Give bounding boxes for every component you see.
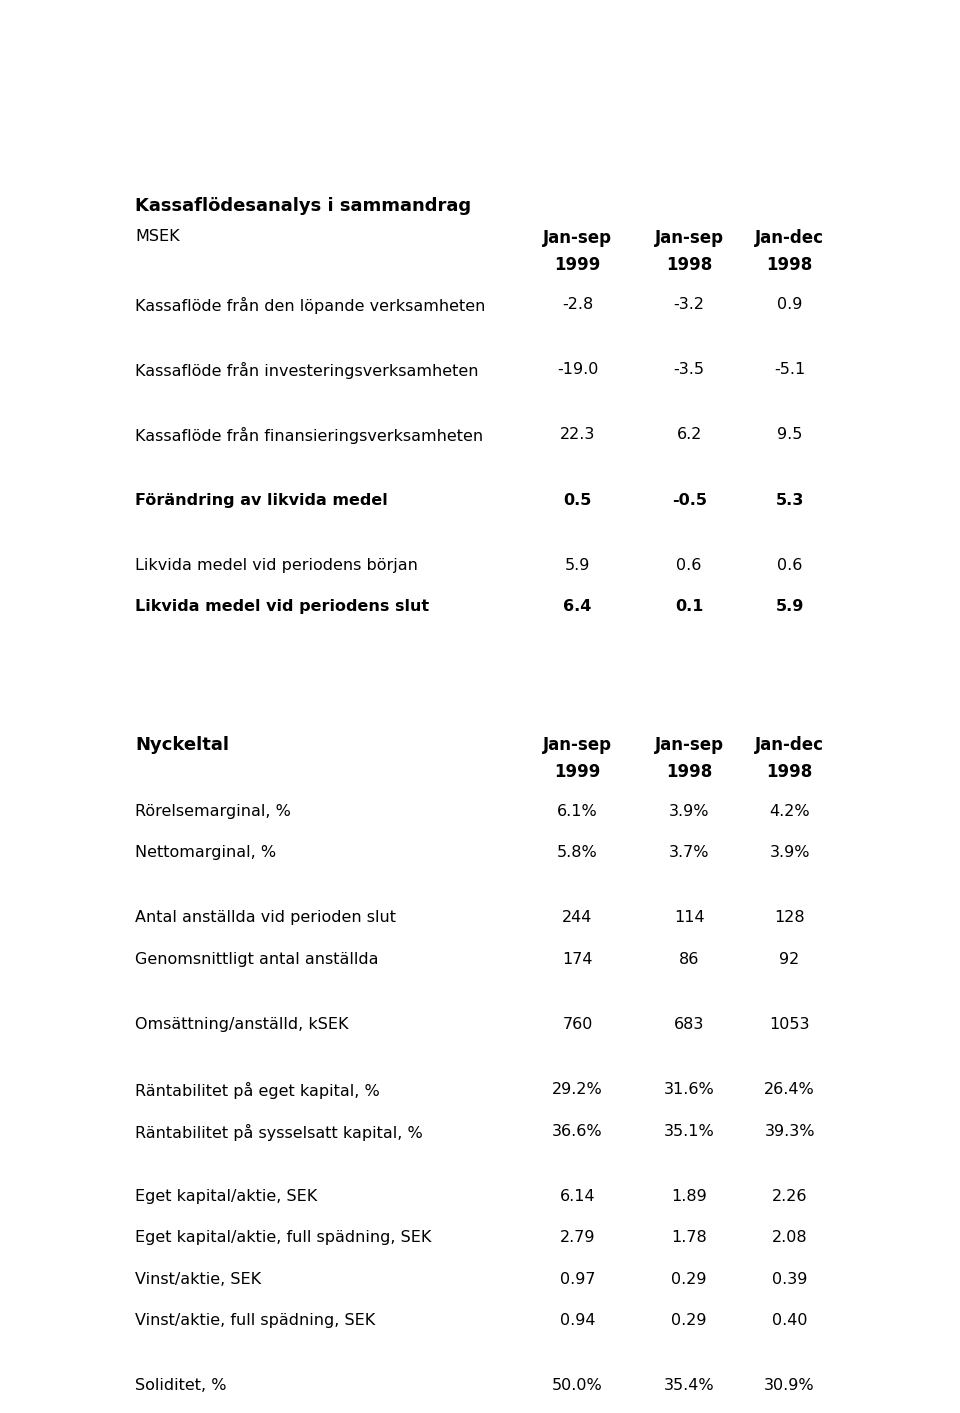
Text: 1998: 1998: [766, 256, 813, 274]
Text: 3.7%: 3.7%: [669, 845, 709, 861]
Text: Eget kapital/aktie, SEK: Eget kapital/aktie, SEK: [134, 1188, 317, 1204]
Text: 92: 92: [780, 952, 800, 966]
Text: -5.1: -5.1: [774, 362, 805, 377]
Text: Antal anställda vid perioden slut: Antal anställda vid perioden slut: [134, 910, 396, 926]
Text: -2.8: -2.8: [562, 297, 593, 312]
Text: Kassaflöde från den löpande verksamheten: Kassaflöde från den löpande verksamheten: [134, 297, 485, 314]
Text: Jan-sep: Jan-sep: [655, 229, 724, 247]
Text: 2.08: 2.08: [772, 1231, 807, 1245]
Text: 1999: 1999: [554, 763, 601, 780]
Text: 22.3: 22.3: [560, 427, 595, 442]
Text: 244: 244: [563, 910, 592, 926]
Text: 0.6: 0.6: [677, 558, 702, 574]
Text: 5.9: 5.9: [776, 599, 804, 615]
Text: 1998: 1998: [766, 763, 813, 780]
Text: Likvida medel vid periodens början: Likvida medel vid periodens början: [134, 558, 418, 574]
Text: -3.5: -3.5: [674, 362, 705, 377]
Text: 26.4%: 26.4%: [764, 1082, 815, 1098]
Text: -3.2: -3.2: [674, 297, 705, 312]
Text: Nettomarginal, %: Nettomarginal, %: [134, 845, 276, 861]
Text: 86: 86: [679, 952, 699, 966]
Text: MSEK: MSEK: [134, 229, 180, 244]
Text: 30.9%: 30.9%: [764, 1378, 815, 1393]
Text: 1.78: 1.78: [671, 1231, 707, 1245]
Text: Nyckeltal: Nyckeltal: [134, 736, 228, 755]
Text: 0.1: 0.1: [675, 599, 704, 615]
Text: Förändring av likvida medel: Förändring av likvida medel: [134, 493, 388, 507]
Text: 0.94: 0.94: [560, 1313, 595, 1328]
Text: -0.5: -0.5: [672, 493, 707, 507]
Text: Jan-dec: Jan-dec: [756, 229, 824, 247]
Text: 0.29: 0.29: [671, 1272, 707, 1287]
Text: Jan-sep: Jan-sep: [543, 736, 612, 755]
Text: 2.79: 2.79: [560, 1231, 595, 1245]
Text: 0.29: 0.29: [671, 1313, 707, 1328]
Text: Kassaflöde från finansieringsverksamheten: Kassaflöde från finansieringsverksamhete…: [134, 427, 483, 445]
Text: Jan-sep: Jan-sep: [543, 229, 612, 247]
Text: Omsättning/anställd, kSEK: Omsättning/anställd, kSEK: [134, 1017, 348, 1031]
Text: Kassaflödesanalys i sammandrag: Kassaflödesanalys i sammandrag: [134, 196, 471, 215]
Text: 128: 128: [775, 910, 804, 926]
Text: Räntabilitet på sysselsatt kapital, %: Räntabilitet på sysselsatt kapital, %: [134, 1123, 422, 1140]
Text: Jan-sep: Jan-sep: [655, 736, 724, 755]
Text: 760: 760: [563, 1017, 592, 1031]
Text: 35.1%: 35.1%: [663, 1123, 714, 1139]
Text: 31.6%: 31.6%: [663, 1082, 714, 1098]
Text: 6.4: 6.4: [564, 599, 591, 615]
Text: 2.26: 2.26: [772, 1188, 807, 1204]
Text: 50.0%: 50.0%: [552, 1378, 603, 1393]
Text: 0.9: 0.9: [777, 297, 803, 312]
Text: Rörelsemarginal, %: Rörelsemarginal, %: [134, 804, 291, 820]
Text: 3.9%: 3.9%: [669, 804, 709, 820]
Text: 0.40: 0.40: [772, 1313, 807, 1328]
Text: 0.6: 0.6: [777, 558, 803, 574]
Text: Soliditet, %: Soliditet, %: [134, 1378, 227, 1393]
Text: 0.97: 0.97: [560, 1272, 595, 1287]
Text: 5.8%: 5.8%: [557, 845, 598, 861]
Text: 5.9: 5.9: [564, 558, 590, 574]
Text: 29.2%: 29.2%: [552, 1082, 603, 1098]
Text: 4.2%: 4.2%: [769, 804, 810, 820]
Text: 683: 683: [674, 1017, 705, 1031]
Text: 36.6%: 36.6%: [552, 1123, 603, 1139]
Text: Eget kapital/aktie, full spädning, SEK: Eget kapital/aktie, full spädning, SEK: [134, 1231, 431, 1245]
Text: Vinst/aktie, SEK: Vinst/aktie, SEK: [134, 1272, 261, 1287]
Text: 1998: 1998: [666, 763, 712, 780]
Text: -19.0: -19.0: [557, 362, 598, 377]
Text: Vinst/aktie, full spädning, SEK: Vinst/aktie, full spädning, SEK: [134, 1313, 375, 1328]
Text: 1999: 1999: [554, 256, 601, 274]
Text: 174: 174: [563, 952, 593, 966]
Text: 6.1%: 6.1%: [557, 804, 598, 820]
Text: Räntabilitet på eget kapital, %: Räntabilitet på eget kapital, %: [134, 1082, 379, 1099]
Text: 0.5: 0.5: [564, 493, 591, 507]
Text: Likvida medel vid periodens slut: Likvida medel vid periodens slut: [134, 599, 429, 615]
Text: 114: 114: [674, 910, 705, 926]
Text: Genomsnittligt antal anställda: Genomsnittligt antal anställda: [134, 952, 378, 966]
Text: 3.9%: 3.9%: [769, 845, 810, 861]
Text: 6.2: 6.2: [677, 427, 702, 442]
Text: Jan-dec: Jan-dec: [756, 736, 824, 755]
Text: 35.4%: 35.4%: [664, 1378, 714, 1393]
Text: Kassaflöde från investeringsverksamheten: Kassaflöde från investeringsverksamheten: [134, 362, 478, 379]
Text: 1.89: 1.89: [671, 1188, 707, 1204]
Text: 0.39: 0.39: [772, 1272, 807, 1287]
Text: 39.3%: 39.3%: [764, 1123, 815, 1139]
Text: 1998: 1998: [666, 256, 712, 274]
Text: 9.5: 9.5: [777, 427, 803, 442]
Text: 6.14: 6.14: [560, 1188, 595, 1204]
Text: 1053: 1053: [769, 1017, 810, 1031]
Text: 5.3: 5.3: [776, 493, 804, 507]
